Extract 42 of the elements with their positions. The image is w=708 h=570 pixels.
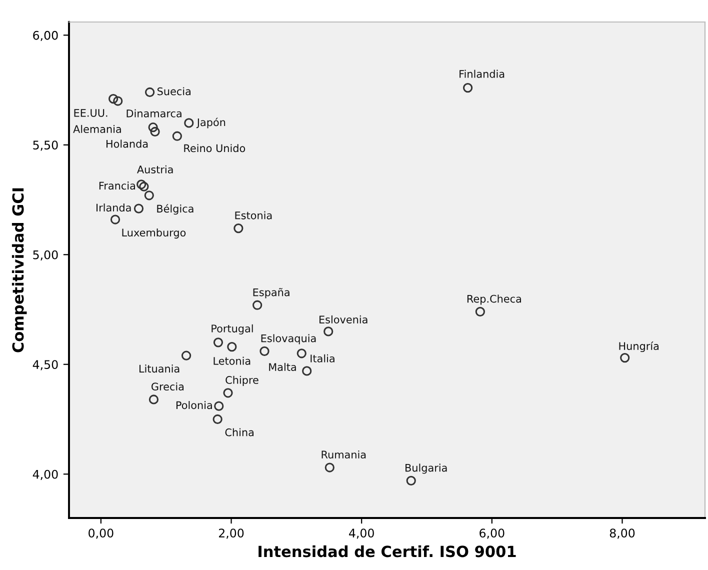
annotation: Austria bbox=[137, 165, 173, 174]
annotation: Rumania bbox=[322, 450, 366, 459]
annotation: Estonia bbox=[235, 211, 272, 220]
annotation: Alemania bbox=[73, 124, 121, 134]
annotation: Rep.Checa bbox=[467, 294, 521, 305]
annotation: Lituania bbox=[139, 364, 180, 373]
annotation: Suecia bbox=[157, 87, 190, 96]
annotation: Chipre bbox=[226, 376, 258, 386]
annotation: Reino Unido bbox=[184, 144, 246, 152]
x-tick-label: 0,00 bbox=[88, 528, 114, 539]
annotation: China bbox=[225, 428, 254, 436]
annotation: Luxemburgo bbox=[122, 228, 186, 239]
y-tick-label: 5,00 bbox=[33, 250, 58, 260]
annotation: Finlandia bbox=[460, 70, 504, 78]
y-tick-label: 5,50 bbox=[33, 140, 58, 151]
annotation: Hungría bbox=[619, 342, 659, 352]
y-axis-title: Competitividad GCI bbox=[12, 188, 27, 352]
annotation: Francia bbox=[99, 182, 135, 190]
x-axis-title: Intensidad de Certif. ISO 9001 bbox=[258, 545, 516, 558]
x-tick-label: 2,00 bbox=[218, 528, 244, 539]
annotation: Dinamarca bbox=[126, 109, 182, 118]
x-tick-label: 6,00 bbox=[480, 528, 504, 539]
annotation: Eslovaquia bbox=[261, 334, 316, 344]
y-tick-label: 6,00 bbox=[33, 30, 58, 42]
annotation: España bbox=[253, 288, 290, 298]
annotation: Eslovenia bbox=[320, 315, 368, 324]
x-tick-label: 4,00 bbox=[349, 528, 374, 539]
annotation: Grecia bbox=[152, 382, 184, 391]
y-tick-label: 4,50 bbox=[32, 360, 58, 370]
annotation: Japón bbox=[196, 118, 226, 128]
annotation: Bulgaria bbox=[406, 464, 447, 474]
annotation: Portugal bbox=[212, 324, 253, 334]
annotation: Bélgica bbox=[157, 204, 194, 215]
annotation: Holanda bbox=[106, 140, 148, 148]
annotation: Italia bbox=[310, 354, 334, 362]
annotation: Letonia bbox=[214, 356, 250, 365]
y-tick-label: 4,00 bbox=[32, 470, 58, 480]
annotation: Polonia bbox=[176, 401, 212, 410]
x-tick-label: 8,00 bbox=[610, 528, 635, 539]
annotation: EE.UU. bbox=[74, 109, 108, 117]
annotation: Irlanda bbox=[96, 204, 131, 212]
annotation: Malta bbox=[269, 362, 296, 371]
